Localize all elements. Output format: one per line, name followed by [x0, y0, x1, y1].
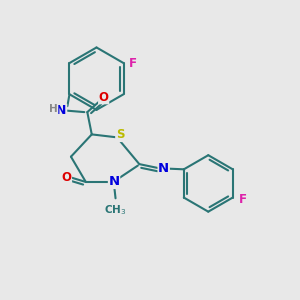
Text: CH$_3$: CH$_3$ [104, 203, 127, 217]
Text: O: O [99, 91, 109, 104]
Text: F: F [239, 193, 247, 206]
Text: S: S [116, 128, 124, 142]
Text: N: N [109, 176, 120, 188]
Text: N: N [158, 162, 169, 175]
Text: F: F [129, 57, 137, 70]
Text: O: O [61, 171, 71, 184]
Text: N: N [56, 104, 67, 117]
Text: H: H [49, 104, 58, 114]
